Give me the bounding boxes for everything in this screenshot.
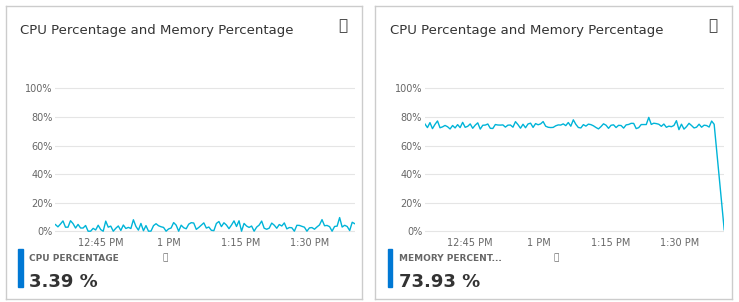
Text: CPU Percentage and Memory Percentage: CPU Percentage and Memory Percentage — [20, 24, 293, 37]
Text: MEMORY PERCENT...: MEMORY PERCENT... — [398, 254, 501, 262]
Text: 3.39 %: 3.39 % — [29, 273, 98, 291]
Bar — [18, 249, 23, 287]
Text: 73.93 %: 73.93 % — [398, 273, 480, 291]
Bar — [388, 249, 392, 287]
Text: CPU Percentage and Memory Percentage: CPU Percentage and Memory Percentage — [389, 24, 663, 37]
Text: ⯋: ⯋ — [338, 18, 348, 33]
Text: ⓘ: ⓘ — [163, 254, 168, 262]
Text: ⓘ: ⓘ — [554, 254, 559, 262]
Text: ⯋: ⯋ — [708, 18, 718, 33]
Text: CPU PERCENTAGE: CPU PERCENTAGE — [29, 254, 119, 262]
